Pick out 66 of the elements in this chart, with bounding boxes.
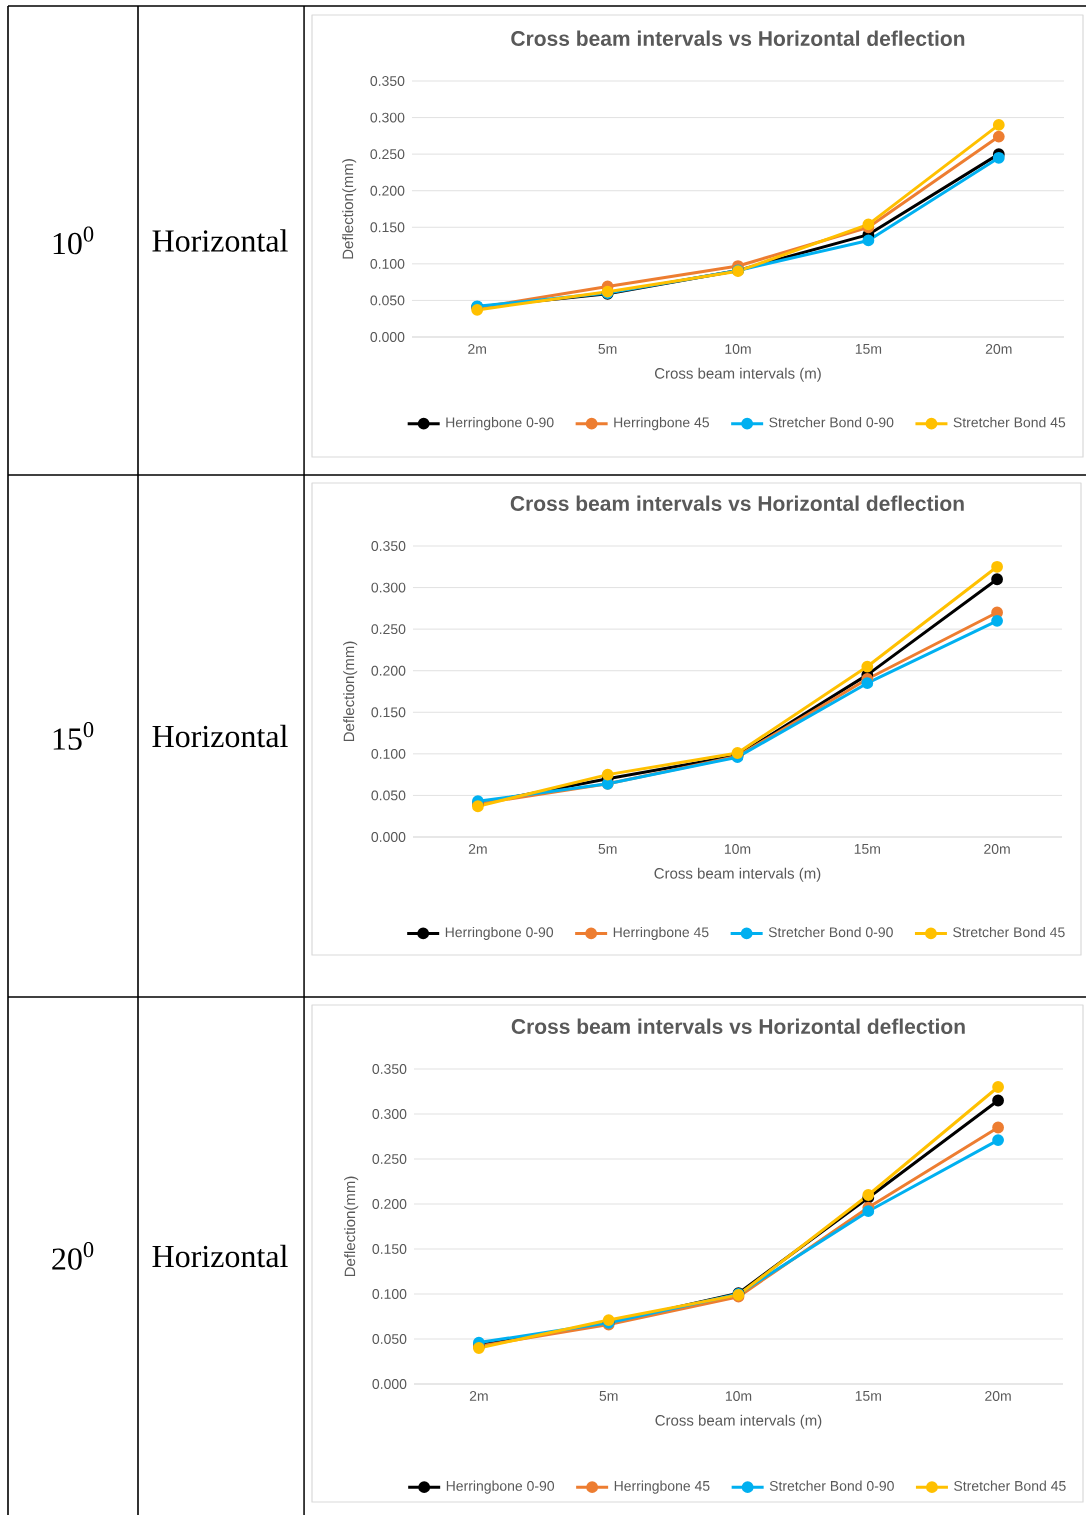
x-axis-title: Cross beam intervals (m) — [654, 867, 821, 882]
text: 15$^{0}$ — [53, 722, 94, 750]
x-tick-label: 20m — [984, 844, 1010, 854]
x-tick-label: 15m — [855, 1391, 881, 1401]
x-tick-label: 10m — [724, 844, 751, 854]
x-tick-label: 2m — [468, 344, 486, 354]
y-tick-label: 0.050 — [371, 790, 406, 801]
text: Horizontal — [152, 229, 288, 252]
y-tick-label: 0.000 — [371, 832, 406, 842]
y-tick-label: 0.200 — [372, 1199, 407, 1209]
text: 20$^{0}$ — [52, 1242, 94, 1270]
x-tick-label: 20m — [985, 344, 1012, 354]
x-axis-title: Cross beam intervals (m) — [655, 1414, 822, 1429]
y-tick-label: 0.300 — [371, 582, 406, 593]
x-tick-label: 2m — [469, 1391, 488, 1401]
x-tick-label: 15m — [855, 344, 882, 354]
y-tick-label: 0.050 — [370, 295, 405, 306]
x-tick-label: 10m — [725, 344, 751, 354]
y-tick-label: 0.000 — [372, 1379, 407, 1389]
legend-label: Stretcher Bond 45 — [953, 417, 1066, 428]
x-tick-label: 5m — [599, 1391, 618, 1401]
legend-label: Stretcher Bond 0-90 — [769, 1480, 894, 1491]
y-tick-label: 0.150 — [372, 1244, 407, 1254]
y-tick-label: 0.250 — [371, 624, 406, 635]
y-tick-label: 0.150 — [371, 707, 406, 718]
y-tick-label: 0.150 — [370, 222, 405, 233]
chart-title: Cross beam intervals vs Horizontal deflection — [511, 1018, 965, 1034]
y-tick-label: 0.100 — [370, 258, 405, 269]
x-tick-label: 10m — [725, 1391, 752, 1401]
text: 10$^{0}$ — [53, 226, 94, 255]
text: Horizontal — [152, 1244, 288, 1268]
legend-label: Stretcher Bond 0-90 — [769, 417, 894, 428]
chart-title: Cross beam intervals vs Horizontal deflection — [510, 495, 964, 511]
y-axis-title: Deflection(mm) — [343, 641, 358, 742]
legend-label: Stretcher Bond 45 — [954, 1480, 1066, 1491]
y-axis-title: Deflection(mm) — [344, 1176, 359, 1277]
y-tick-label: 0.300 — [372, 1109, 407, 1119]
legend-label: Herringbone 0-90 — [446, 1480, 555, 1494]
y-tick-label: 0.000 — [370, 332, 405, 342]
x-axis-title: Cross beam intervals (m) — [654, 367, 821, 382]
y-axis-title: Deflection(mm) — [342, 159, 357, 259]
x-tick-label: 15m — [854, 844, 880, 854]
y-tick-label: 0.200 — [371, 665, 406, 676]
y-tick-label: 0.350 — [372, 1064, 407, 1074]
y-tick-label: 0.100 — [371, 748, 406, 759]
legend-label: Stretcher Bond 0-90 — [768, 926, 893, 938]
legend-label: Herringbone 45 — [614, 417, 710, 431]
x-tick-label: 5m — [598, 344, 617, 354]
x-tick-label: 5m — [598, 844, 617, 854]
y-tick-label: 0.250 — [370, 149, 405, 160]
y-tick-label: 0.300 — [370, 112, 405, 123]
y-tick-label: 0.050 — [372, 1334, 407, 1344]
legend-label: Herringbone 45 — [614, 1480, 710, 1494]
text: Horizontal — [152, 724, 288, 748]
chart-title: Cross beam intervals vs Horizontal deflection — [511, 30, 965, 46]
legend-label: Herringbone 0-90 — [445, 926, 554, 940]
x-tick-label: 2m — [468, 844, 487, 854]
y-tick-label: 0.200 — [370, 185, 405, 196]
x-tick-label: 20m — [985, 1391, 1011, 1401]
y-tick-label: 0.350 — [371, 541, 406, 551]
legend-label: Stretcher Bond 45 — [953, 926, 1065, 938]
y-tick-label: 0.100 — [372, 1289, 407, 1299]
y-tick-label: 0.250 — [372, 1154, 407, 1164]
legend-label: Herringbone 0-90 — [446, 417, 554, 431]
y-tick-label: 0.350 — [370, 76, 405, 86]
legend-label: Herringbone 45 — [613, 926, 709, 940]
